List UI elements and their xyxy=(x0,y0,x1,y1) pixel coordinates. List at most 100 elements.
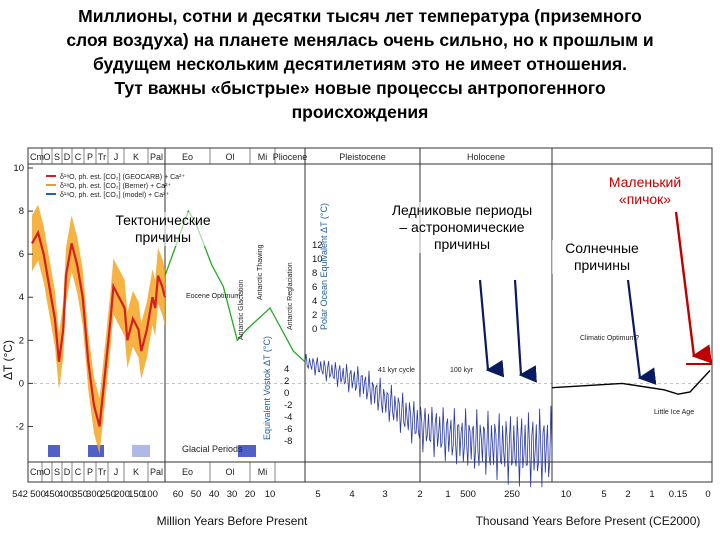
period-label: Mi xyxy=(258,467,268,477)
annotation-arrow xyxy=(478,279,505,378)
secondary-tick-label: -4 xyxy=(284,412,292,423)
period-label: O xyxy=(43,152,50,162)
period-label: Pliocene xyxy=(273,152,308,162)
glacial-periods: Glacial Periods xyxy=(48,444,256,457)
period-label: K xyxy=(133,152,139,162)
legend-entry: δ¹⁸O, ph. est. [CO₂] (GEOCARB) + Ca²⁺ xyxy=(60,174,185,181)
secondary-tick-label: 0 xyxy=(312,324,317,335)
secondary-tick-label: -2 xyxy=(284,400,292,411)
annotation-solar: Солнечные причины xyxy=(552,240,652,274)
period-label: Ol xyxy=(226,467,235,477)
secondary-tick-label: 6 xyxy=(312,282,317,293)
period-label: Holocene xyxy=(467,152,505,162)
glacial-bar xyxy=(238,445,256,457)
y-tick-label: 10 xyxy=(13,163,24,174)
annotation-arrows xyxy=(478,211,712,385)
period-label: P xyxy=(87,152,93,162)
period-label: S xyxy=(54,152,60,162)
title-line: Тут важны «быстрые» новые процессы антро… xyxy=(114,78,606,98)
y-tick-label: 2 xyxy=(19,335,24,346)
series-line-phanerozoic xyxy=(31,229,167,427)
secondary-axis-title: Equivalent Vostok ΔT (°C) xyxy=(262,336,272,440)
cycle-label: 100 kyr xyxy=(450,367,474,374)
x-tick-label: 350 xyxy=(72,489,88,500)
inset-label: Antarctic Glaciation xyxy=(238,280,245,340)
y-tick-label: 4 xyxy=(19,292,24,303)
period-label: Cm xyxy=(30,467,44,477)
title-line: слоя воздуха) на планете менялась очень … xyxy=(66,30,654,50)
glacial-bar xyxy=(132,445,150,457)
inset-label: Eocene Optimum xyxy=(186,293,240,300)
x-tick-label: 200 xyxy=(114,489,130,500)
x-tick-label: 30 xyxy=(227,489,238,500)
period-label: Eo xyxy=(182,152,193,162)
x-tick-label: 60 xyxy=(173,489,184,500)
period-label: Mi xyxy=(258,152,268,162)
x-tick-label: 2 xyxy=(417,489,422,500)
x-tick-label: 300 xyxy=(86,489,102,500)
plot-border xyxy=(27,147,713,483)
chart-labels: δ¹⁸O, ph. est. [CO₂] (GEOCARB) + Ca²⁺ δ¹⁸… xyxy=(46,174,694,447)
period-label: O xyxy=(43,467,50,477)
slide-title: Миллионы, сотни и десятки тысяч лет темп… xyxy=(0,4,720,124)
period-label: Cm xyxy=(30,152,44,162)
annotation-spike: Маленький «пичок» xyxy=(590,174,700,208)
period-label: S xyxy=(54,467,60,477)
x-tick-label: 0 xyxy=(705,489,710,500)
uncertainty-band xyxy=(32,204,165,455)
period-footer: Cm O S D C P Tr J K Pal Eo Ol Mi xyxy=(30,462,276,482)
title-line: Миллионы, сотни и десятки тысяч лет темп… xyxy=(78,6,642,26)
glacial-bar xyxy=(88,445,104,457)
annotation-arrow-red xyxy=(674,211,712,364)
secondary-tick-label: 8 xyxy=(312,268,317,279)
y-axis: 10 8 6 4 2 0 -2 ΔT (°C) xyxy=(1,163,33,432)
legend-entry: δ¹⁸O, ph. est. [CO₂] (Berner) + Ca²⁺ xyxy=(60,183,171,190)
period-label: Ol xyxy=(226,152,235,162)
glacial-periods-label: Glacial Periods xyxy=(182,444,243,454)
glacial-bar xyxy=(48,445,60,457)
series-line-pleistocene xyxy=(304,353,553,488)
annotation-arrow xyxy=(513,279,537,383)
inset-label: Antarctic Reglaciation xyxy=(287,262,294,330)
y-axis-title: ΔT (°C) xyxy=(1,340,15,380)
secondary-tick-label: 4 xyxy=(312,296,317,307)
period-label: Tr xyxy=(98,467,106,477)
secondary-tick-label: 12 xyxy=(312,240,323,251)
x-tick-label: 400 xyxy=(58,489,74,500)
x-tick-label: 500 xyxy=(460,489,476,500)
period-label: D xyxy=(64,467,71,477)
temperature-curves xyxy=(31,204,711,488)
x-tick-label: 50 xyxy=(191,489,202,500)
x-tick-label: 20 xyxy=(245,489,256,500)
chart-frame xyxy=(27,147,713,483)
period-label: C xyxy=(75,152,82,162)
x-tick-label: 4 xyxy=(349,489,354,500)
x-tick-label: 1 xyxy=(445,489,450,500)
x-tick-label: 500 xyxy=(30,489,46,500)
x-tick-label: 10 xyxy=(265,489,276,500)
period-label: J xyxy=(114,152,119,162)
x-tick-label: 10 xyxy=(561,489,572,500)
x-tick-label: 1 xyxy=(649,489,654,500)
x-axis-title-million: Million Years Before Present xyxy=(157,514,308,528)
period-label: J xyxy=(114,467,119,477)
x-tick-label: 250 xyxy=(100,489,116,500)
legend-entry: δ¹⁸O, ph. est. [CO₂] (model) + Ca²⁺ xyxy=(60,192,169,199)
x-tick-label: 150 xyxy=(128,489,144,500)
x-axis-title-thousand: Thousand Years Before Present (CE2000) xyxy=(476,514,701,528)
holocene-label: Little Ice Age xyxy=(654,409,694,416)
period-label: Pal xyxy=(150,152,163,162)
y-tick-label: 8 xyxy=(19,206,24,217)
secondary-tick-label: 2 xyxy=(284,376,289,387)
period-label: Pal xyxy=(150,467,163,477)
secondary-tick-label: -8 xyxy=(284,436,292,447)
annotation-arrow xyxy=(626,279,657,385)
secondary-tick-label: -6 xyxy=(284,424,292,435)
period-label: K xyxy=(133,467,139,477)
annotation-tectonic: Тектонические причины xyxy=(88,212,238,246)
y-tick-label: 6 xyxy=(19,249,24,260)
period-label: C xyxy=(75,467,82,477)
y-tick-label: 0 xyxy=(19,378,24,389)
